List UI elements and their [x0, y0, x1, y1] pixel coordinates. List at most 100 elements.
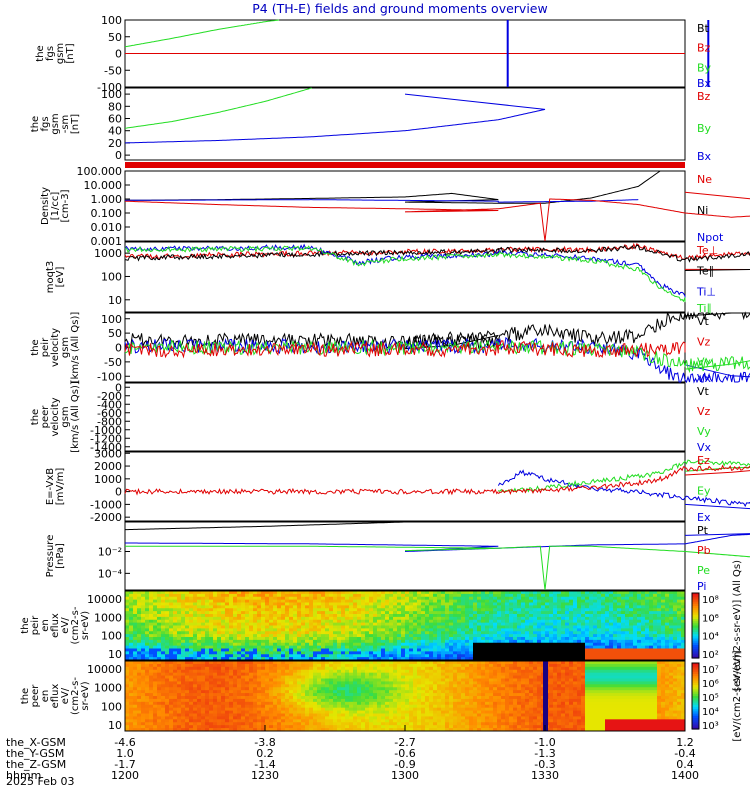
- heatmap-cell: [441, 637, 446, 641]
- heatmap-cell: [449, 637, 454, 641]
- heatmap-cell: [313, 657, 318, 661]
- heatmap-cell: [193, 713, 198, 717]
- heatmap-cell: [201, 666, 206, 671]
- heatmap-cell: [437, 608, 442, 612]
- heatmap-cell: [317, 619, 322, 624]
- heatmap-cell: [601, 637, 606, 641]
- heatmap-cell: [169, 614, 174, 618]
- heatmap-cell: [625, 654, 630, 658]
- heatmap-cell: [165, 678, 170, 682]
- heatmap-cell: [489, 605, 494, 609]
- heatmap-cell: [421, 599, 426, 604]
- heatmap-cell: [521, 616, 526, 621]
- heatmap-cell: [181, 639, 186, 644]
- heatmap-cell: [149, 593, 154, 598]
- heatmap-cell: [629, 602, 634, 606]
- heatmap-cell: [277, 704, 282, 709]
- heatmap-cell: [489, 614, 494, 618]
- heatmap-cell: [333, 605, 338, 609]
- heatmap-cell: [193, 628, 198, 632]
- heatmap-cell: [457, 596, 462, 601]
- heatmap-cell: [505, 625, 510, 629]
- heatmap-cell: [161, 722, 166, 726]
- heatmap-cell: [281, 591, 286, 595]
- heatmap-cell: [445, 634, 450, 638]
- heatmap-cell: [293, 628, 298, 632]
- heatmap-cell: [129, 719, 134, 723]
- heatmap-cell: [537, 599, 542, 604]
- heatmap-cell: [209, 669, 214, 674]
- heatmap-cell: [657, 619, 662, 624]
- heatmap-cell: [565, 651, 570, 655]
- heatmap-cell: [225, 608, 230, 612]
- heatmap-cell: [281, 704, 286, 709]
- heatmap-cell: [257, 698, 262, 703]
- heatmap-cell: [449, 614, 454, 618]
- heatmap-cell: [553, 645, 558, 650]
- heatmap-cell: [525, 608, 530, 612]
- heatmap-cell: [565, 599, 570, 604]
- heatmap-cell: [201, 648, 206, 652]
- heatmap-cell: [425, 622, 430, 627]
- heatmap-cell: [445, 591, 450, 595]
- heatmap-cell: [165, 614, 170, 618]
- y-tick-label: 10: [108, 648, 122, 661]
- heatmap-cell: [353, 622, 358, 627]
- heatmap-cell: [137, 622, 142, 627]
- heatmap-cell: [229, 628, 234, 632]
- heatmap-cell: [193, 631, 198, 635]
- heatmap-cell: [613, 631, 618, 635]
- heatmap-cell: [281, 675, 286, 679]
- heatmap-cell: [253, 666, 258, 671]
- heatmap-cell: [337, 684, 342, 688]
- heatmap-cell: [621, 634, 626, 638]
- heatmap-cell: [161, 696, 166, 700]
- heatmap-cell: [153, 605, 158, 609]
- heatmap-cell: [493, 628, 498, 632]
- heatmap-cell: [269, 728, 274, 732]
- legend-entry: Ey: [697, 485, 711, 498]
- heatmap-cell: [209, 661, 214, 665]
- heatmap-cell: [513, 634, 518, 638]
- heatmap-cell: [501, 651, 506, 655]
- heatmap-cell: [149, 625, 154, 629]
- heatmap-cell: [637, 622, 642, 627]
- heatmap-cell: [541, 637, 546, 641]
- y-tick-label: 100: [101, 14, 122, 27]
- heatmap-cell: [545, 611, 550, 615]
- heatmap-cell: [129, 614, 134, 618]
- heatmap-cell: [585, 599, 590, 604]
- heatmap-cell: [333, 710, 338, 714]
- heatmap-cell: [141, 657, 146, 661]
- heatmap-cell: [185, 651, 190, 655]
- heatmap-cell: [373, 605, 378, 609]
- y-tick-label: 100: [101, 700, 122, 713]
- heatmap-cell: [293, 716, 298, 720]
- heatmap-cell: [581, 645, 586, 650]
- heatmap-cell: [289, 687, 294, 691]
- heatmap-cell: [257, 707, 262, 712]
- heatmap-cell: [637, 639, 642, 644]
- heatmap-cell: [561, 591, 566, 595]
- heatmap-cell: [453, 619, 458, 624]
- y-axis-label-line: (cm2-s-: [70, 677, 81, 715]
- y-axis-label: Pressure [nPa]: [45, 535, 66, 578]
- heatmap-cell: [621, 605, 626, 609]
- heatmap-cell: [197, 690, 202, 694]
- legend-entry: Ex: [697, 511, 711, 524]
- heatmap-cell: [333, 678, 338, 682]
- heatmap-cell: [497, 628, 502, 632]
- heatmap-cell: [629, 637, 634, 641]
- heatmap-cell: [169, 628, 174, 632]
- heatmap-cell: [557, 637, 562, 641]
- heatmap-cell: [661, 596, 666, 601]
- heatmap-cell: [221, 593, 226, 598]
- y-axis-label-line: fgs: [45, 46, 56, 61]
- heatmap-cell: [613, 616, 618, 621]
- heatmap-cell: [549, 642, 554, 647]
- heatmap-cell: [337, 710, 342, 714]
- heatmap-cell: [173, 716, 178, 720]
- panel-frame: [124, 590, 686, 661]
- heatmap-cell: [225, 648, 230, 652]
- heatmap-cell: [377, 634, 382, 638]
